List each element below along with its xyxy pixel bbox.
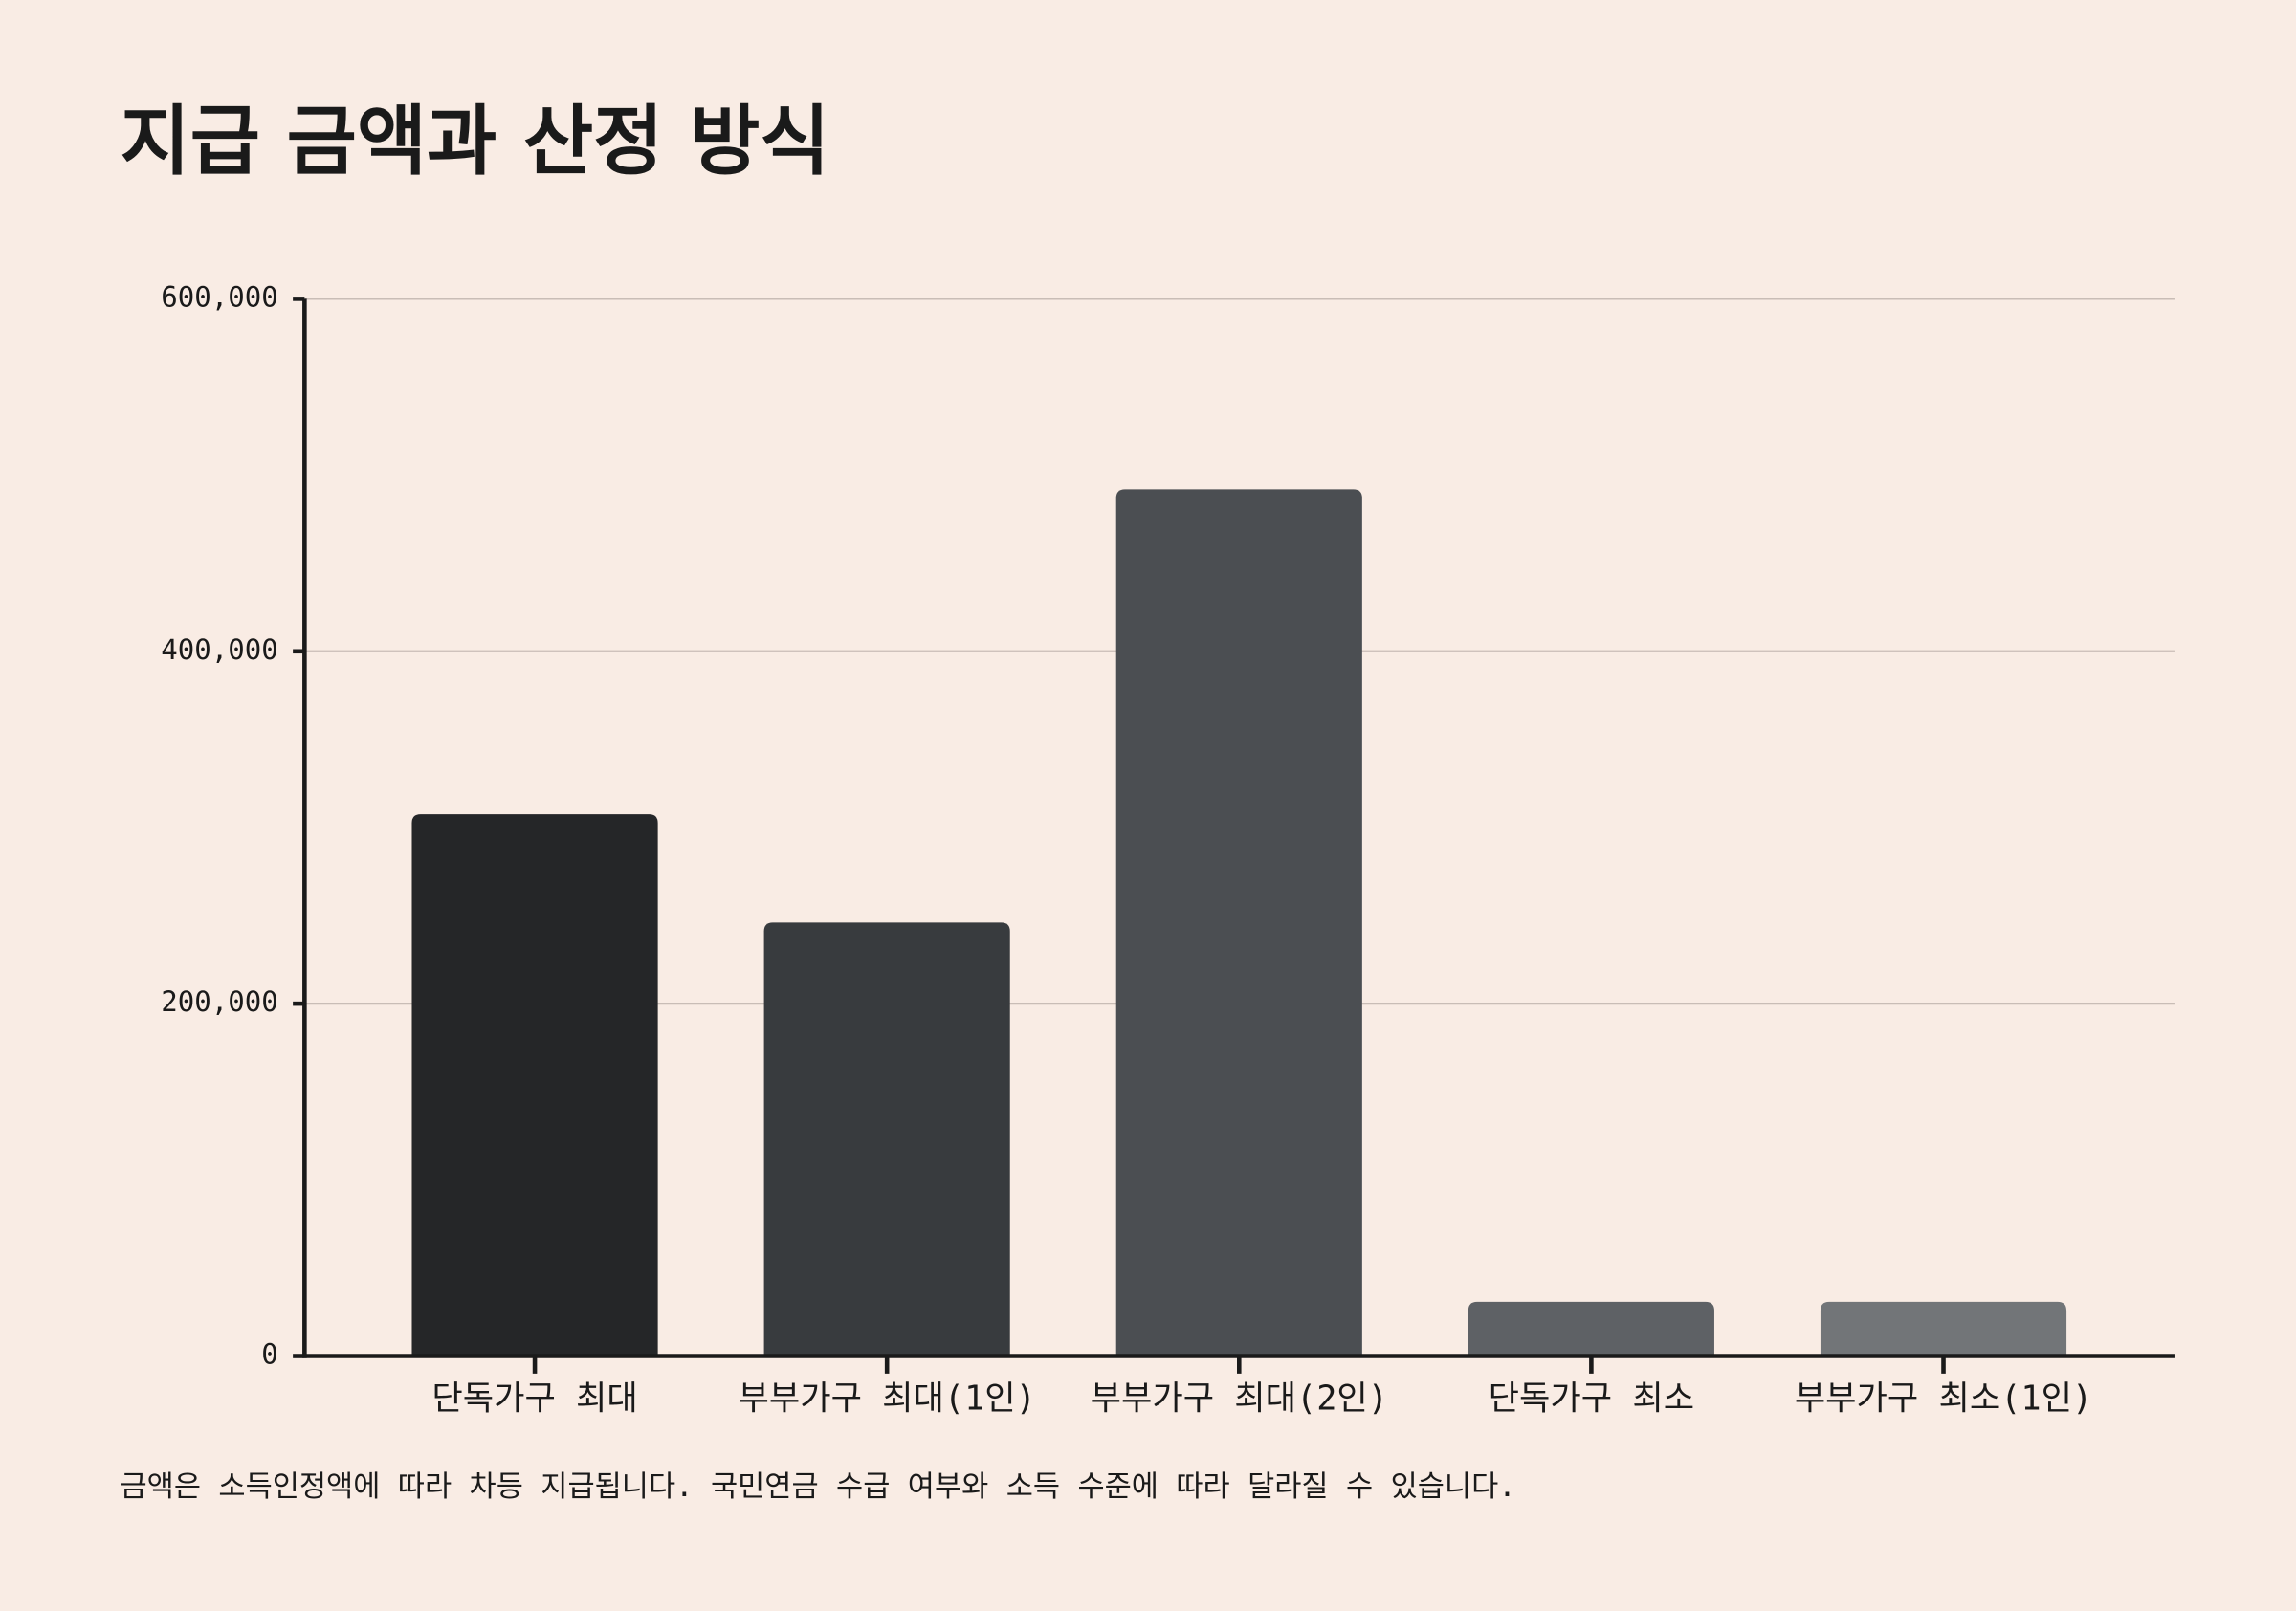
bar — [1820, 1301, 2067, 1357]
x-tick-label: 단독가구 최소 — [1489, 1379, 1694, 1418]
bar — [1115, 489, 1362, 1357]
y-tick-label: 600,000 — [161, 280, 278, 313]
bar — [411, 814, 658, 1357]
x-tick-label: 단독가구 최대 — [431, 1379, 637, 1418]
bar — [763, 922, 1010, 1357]
y-tick-label: 200,000 — [161, 985, 278, 1018]
x-tick-label: 부부가구 최소(1인) — [1795, 1379, 2092, 1418]
y-tick-label: 400,000 — [161, 633, 278, 666]
chart-title: 지급 금액과 산정 방식 — [121, 97, 830, 186]
x-tick-label: 부부가구 최대(1인) — [738, 1379, 1035, 1418]
bar — [1468, 1301, 1714, 1357]
x-tick-label: 부부가구 최대(2인) — [1091, 1379, 1388, 1418]
footnote: 금액은 소득인정액에 따라 차등 지급됩니다. 국민연금 수급 여부와 소득 수… — [121, 1470, 1516, 1504]
y-tick-label: 0 — [261, 1338, 278, 1371]
